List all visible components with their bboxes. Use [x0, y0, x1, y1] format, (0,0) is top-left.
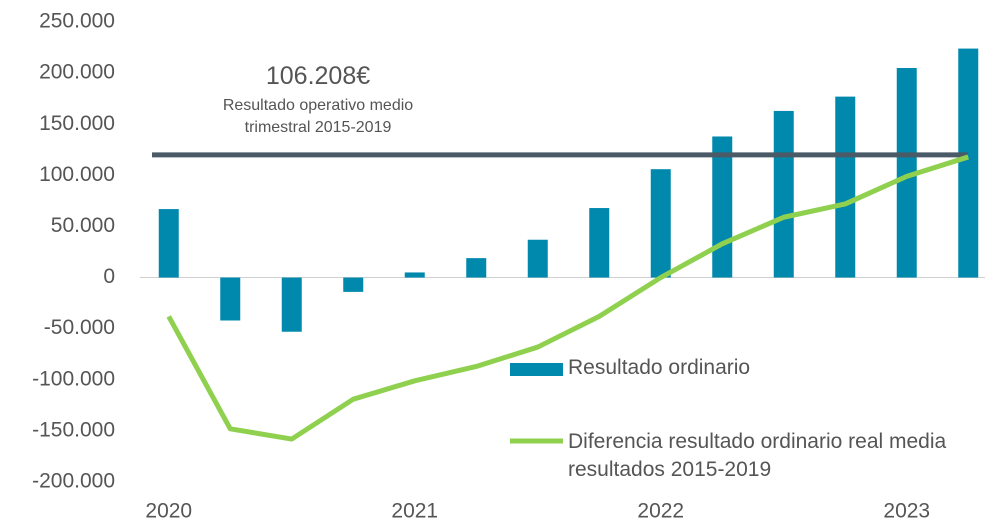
bar — [466, 258, 487, 278]
bar — [712, 136, 733, 278]
y-tick-label: 150.000 — [39, 112, 115, 135]
x-tick-label: 2023 — [883, 500, 930, 522]
y-tick-label: 0 — [103, 265, 115, 288]
y-tick-label: -200.000 — [32, 470, 115, 493]
x-tick-label: 2022 — [637, 500, 684, 522]
bar — [527, 239, 548, 278]
legend-label: Resultado ordinario — [568, 356, 751, 379]
y-tick-label: -150.000 — [32, 418, 115, 441]
legend-label: Diferencia resultado ordinario real medi… — [568, 430, 947, 481]
x-tick-label: 2021 — [391, 500, 438, 522]
y-tick-label: -50.000 — [44, 316, 115, 339]
y-tick-label: 100.000 — [39, 163, 115, 186]
bar — [343, 277, 364, 292]
line — [166, 154, 970, 442]
legend-swatch — [510, 363, 563, 376]
y-tick-label: 50.000 — [51, 214, 115, 237]
y-tick-label: -100.000 — [32, 367, 115, 390]
bar — [773, 110, 794, 278]
bar — [220, 277, 241, 321]
annotation-text: Resultado operativo medio trimestral 201… — [222, 97, 414, 136]
bar — [589, 208, 610, 278]
y-tick-label: 200.000 — [39, 61, 115, 84]
y-tick-label: 250.000 — [39, 10, 115, 33]
bar — [404, 272, 425, 278]
bar — [158, 209, 179, 278]
bar — [835, 96, 856, 278]
bar — [896, 68, 917, 278]
bar — [650, 169, 671, 278]
bar — [958, 48, 979, 278]
annotation-value: 106.208€ — [265, 62, 371, 90]
bar — [281, 277, 302, 332]
x-tick-label: 2020 — [145, 500, 192, 522]
